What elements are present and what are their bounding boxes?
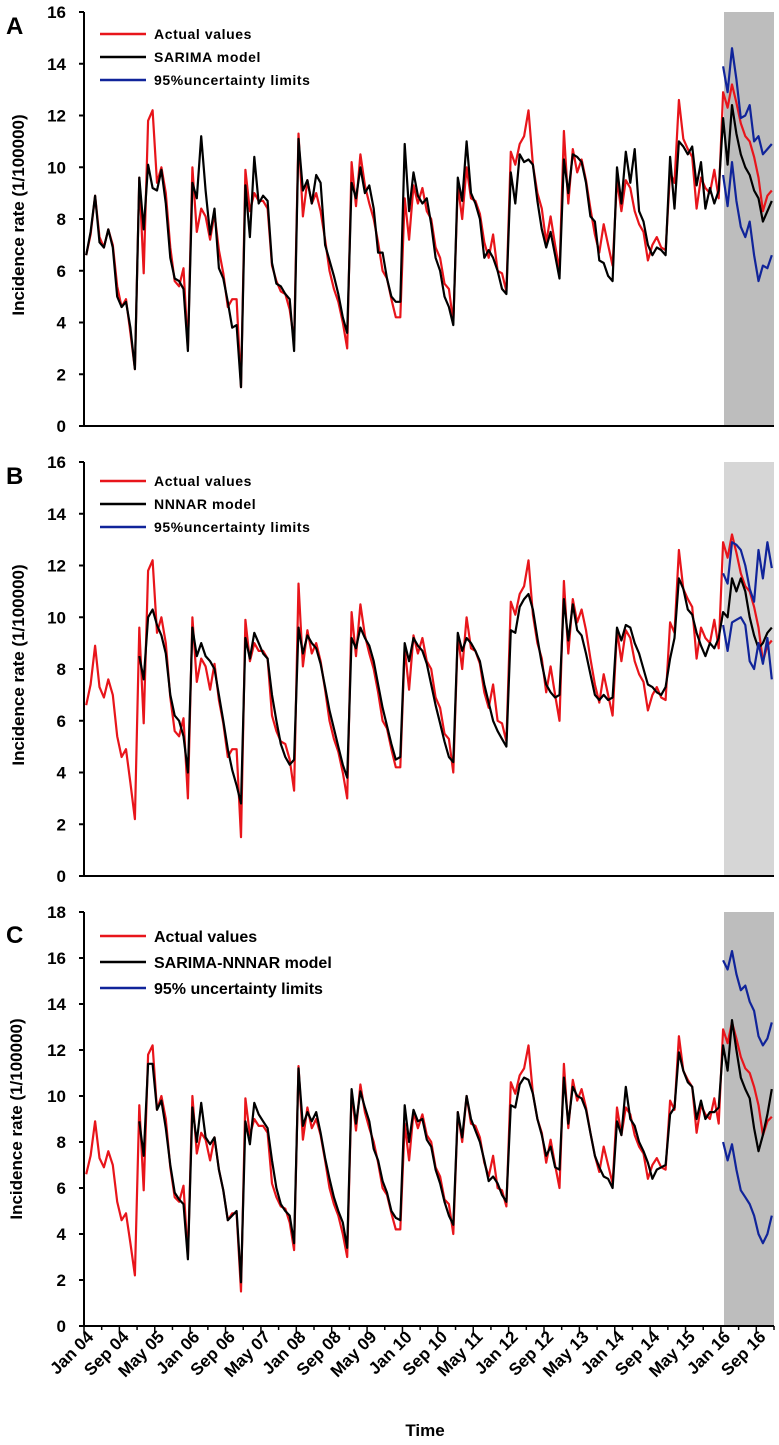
panel-b-letter: B [6, 463, 23, 490]
panel-a: A Incidence rate (1/100000) 0 2 4 6 8 10 12 14 1… [6, 3, 774, 436]
y-tick-label: 14 [47, 505, 66, 524]
series-line-95-uncertainty-limits-lower [722, 161, 773, 283]
x-axis-title: Time [405, 1421, 444, 1440]
panel-c-yticks: 0 2 4 6 8 10 12 14 16 18 [47, 903, 84, 1336]
y-tick-label: 14 [47, 995, 66, 1014]
y-tick-label: 8 [57, 1133, 66, 1152]
y-tick-label: 6 [57, 1179, 66, 1198]
series-line-95-uncertainty-limits-lower [722, 616, 773, 680]
panel-b-yticks: 0 2 4 6 8 10 12 14 16 [47, 453, 84, 886]
series-line-nnnar-model [138, 577, 773, 805]
y-tick-label: 14 [47, 55, 66, 74]
panel-c-legend: Actual values SARIMA-NNNAR model 95% unc… [100, 929, 332, 998]
series-line-actual-values [85, 533, 773, 839]
y-tick-label: 2 [57, 815, 66, 834]
panel-a-lines [85, 47, 773, 389]
y-tick-label: 16 [47, 949, 66, 968]
y-tick-label: 12 [47, 1041, 66, 1060]
panel-c-lines [85, 949, 773, 1293]
legend-label-limits: 95%uncertainty limits [154, 519, 311, 535]
panel-b-ylabel: Incidence rate (1/100000) [9, 564, 28, 765]
panel-a-letter: A [6, 13, 23, 40]
series-line-sarima-nnnar-model [138, 1018, 773, 1284]
legend-label-limits: 95%uncertainty limits [154, 72, 311, 88]
series-line-95-uncertainty-limits-upper [722, 47, 773, 156]
legend-label-actual: Actual values [154, 26, 252, 42]
y-tick-label: 16 [47, 453, 66, 472]
panel-c: C Incidence rate (1/100000) 0 2 4 6 8 10 12 14 1… [6, 903, 775, 1440]
panel-a-yticks: 0 2 4 6 8 10 12 14 16 [47, 3, 84, 436]
legend-label-model: NNNAR model [154, 496, 256, 512]
series-line-95-uncertainty-limits-upper [722, 541, 773, 603]
y-tick-label: 2 [57, 365, 66, 384]
y-tick-label: 0 [57, 1317, 66, 1336]
panel-b-legend: Actual values NNNAR model 95%uncertainty… [100, 473, 311, 535]
y-tick-label: 8 [57, 660, 66, 679]
y-tick-label: 2 [57, 1271, 66, 1290]
panel-a-forecast-shade [724, 12, 774, 426]
series-line-95-uncertainty-limits-upper [722, 949, 773, 1047]
y-tick-label: 10 [47, 1087, 66, 1106]
y-tick-label: 4 [57, 314, 67, 333]
panel-b-lines [85, 533, 773, 839]
y-tick-label: 12 [47, 557, 66, 576]
panel-a-ylabel: Incidence rate (1/100000) [9, 114, 28, 315]
y-tick-label: 10 [47, 608, 66, 627]
y-tick-label: 4 [57, 1225, 67, 1244]
panel-c-ylabel: Incidence rate (1/100000) [7, 1018, 26, 1219]
panel-c-letter: C [6, 922, 23, 949]
y-tick-label: 0 [57, 417, 66, 436]
series-line-actual-values [85, 1021, 773, 1293]
y-tick-label: 18 [47, 903, 66, 922]
y-tick-label: 6 [57, 712, 66, 731]
legend-label-actual: Actual values [154, 473, 252, 489]
series-line-sarima-model [85, 103, 773, 389]
legend-label-limits: 95% uncertainty limits [154, 981, 323, 998]
y-tick-label: 10 [47, 158, 66, 177]
series-line-95-uncertainty-limits-lower [722, 1141, 773, 1245]
y-tick-label: 16 [47, 3, 66, 22]
legend-label-model: SARIMA-NNNAR model [154, 955, 332, 972]
y-tick-label: 0 [57, 867, 66, 886]
y-tick-label: 4 [57, 764, 67, 783]
y-tick-label: 8 [57, 210, 66, 229]
y-tick-label: 12 [47, 107, 66, 126]
legend-label-model: SARIMA model [154, 49, 261, 65]
panel-b-forecast-shade [724, 462, 774, 876]
legend-label-actual: Actual values [154, 929, 257, 946]
panel-a-legend: Actual values SARIMA model 95%uncertaint… [100, 26, 311, 88]
y-tick-label: 6 [57, 262, 66, 281]
panel-b: B Incidence rate (1/100000) 0 2 4 6 8 10 12 14 1… [6, 453, 774, 886]
